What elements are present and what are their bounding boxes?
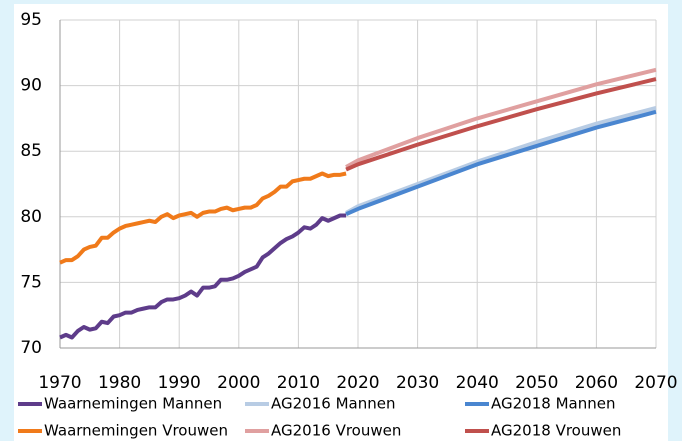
y-tick-label: 80 [20, 207, 42, 227]
y-tick-label: 90 [20, 76, 42, 96]
x-tick-label: 2030 [396, 373, 439, 393]
x-tick-label: 2050 [515, 373, 558, 393]
x-tick-label: 2060 [575, 373, 618, 393]
y-tick-label: 75 [20, 272, 42, 292]
y-tick-label: 70 [20, 338, 42, 358]
legend-label: Waarnemingen Vrouwen [44, 422, 228, 440]
series-line [345, 67, 657, 169]
x-tick-label: 2020 [336, 373, 379, 393]
series-line [59, 213, 347, 340]
x-tick-label: 2000 [217, 373, 260, 393]
y-tick-label: 95 [20, 10, 42, 30]
x-tick-label: 1980 [98, 373, 141, 393]
series-line [345, 105, 657, 215]
x-tick-label: 1990 [158, 373, 201, 393]
y-tick-label: 85 [20, 141, 42, 161]
chart-area [14, 4, 668, 441]
x-tick-label: 2040 [456, 373, 499, 393]
x-tick-label: 2010 [277, 373, 320, 393]
legend-label: AG2016 Vrouwen [271, 422, 401, 440]
series-line [59, 171, 347, 265]
legend-label: AG2018 Vrouwen [491, 422, 621, 440]
legend-label: AG2016 Mannen [271, 395, 395, 413]
x-tick-label: 1970 [38, 373, 81, 393]
x-tick-label: 2070 [634, 373, 677, 393]
legend-label: AG2018 Mannen [491, 395, 615, 413]
series-line [345, 109, 657, 217]
legend-label: Waarnemingen Mannen [44, 395, 222, 413]
series-line [345, 77, 657, 172]
